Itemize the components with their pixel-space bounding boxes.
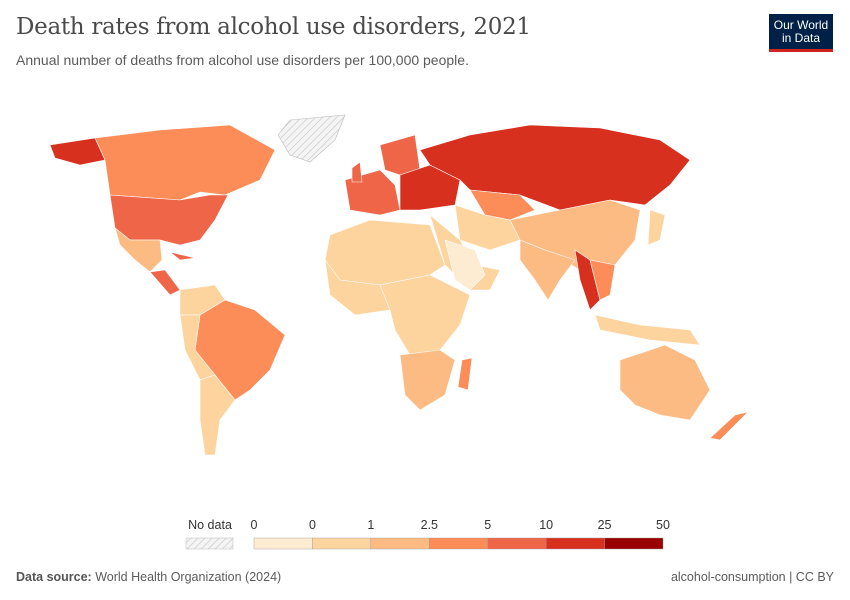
world-map [49, 114, 749, 456]
footer-source: Data source: World Health Organization (… [16, 570, 281, 584]
country-india[interactable] [519, 239, 576, 301]
country-southeast-asia[interactable] [589, 259, 616, 301]
legend-tick-label: 5 [484, 518, 492, 532]
country-kazakhstan[interactable] [469, 189, 536, 221]
country-greenland[interactable] [277, 114, 346, 163]
legend-tick-label: 0 [308, 518, 316, 532]
legend-tick-label: 0 [250, 518, 258, 532]
chart-subtitle: Annual number of deaths from alcohol use… [16, 52, 469, 68]
legend-no-data-label: No data [188, 518, 232, 532]
country-mexico[interactable] [114, 227, 163, 273]
legend-tick-label: 50 [656, 518, 670, 532]
country-russia[interactable] [419, 124, 691, 211]
country-japan[interactable] [647, 209, 666, 246]
country-southern-africa[interactable] [399, 349, 456, 411]
country-madagascar[interactable] [457, 357, 473, 391]
country-canada[interactable] [94, 124, 276, 201]
country-scandinavia[interactable] [379, 134, 421, 176]
chart-title: Death rates from alcohol use disorders, … [16, 14, 531, 40]
country-usa[interactable] [109, 194, 229, 246]
legend-bin[interactable] [253, 537, 313, 550]
legend-tick-label: 2.5 [420, 518, 438, 532]
legend-bin[interactable] [312, 537, 372, 550]
country-cuba[interactable] [169, 251, 196, 261]
footer-slug[interactable]: alcohol-consumption | CC BY [670, 570, 834, 584]
country-argentina-chile[interactable] [199, 374, 236, 456]
source-label: Data source: [16, 570, 92, 584]
legend-bin[interactable] [487, 537, 547, 550]
country-uk[interactable] [351, 161, 363, 183]
legend-bin[interactable] [429, 537, 488, 550]
country-new-zealand[interactable] [709, 411, 749, 441]
country-central-east-africa[interactable] [379, 274, 471, 356]
legend-tick-label: 10 [539, 518, 554, 532]
source-text[interactable]: World Health Organization (2024) [95, 570, 282, 584]
country-central-america[interactable] [149, 269, 181, 296]
country-saudi-arabia[interactable] [444, 239, 486, 291]
legend-no-data-swatch [185, 537, 234, 550]
country-alaska[interactable] [49, 137, 106, 166]
legend-bin[interactable] [545, 537, 605, 550]
country-myanmar-sea[interactable] [574, 249, 601, 311]
legend-bin[interactable] [370, 537, 430, 550]
legend-tick-label: 25 [597, 518, 612, 532]
country-indonesia[interactable] [594, 314, 701, 346]
country-north-africa[interactable] [324, 219, 446, 286]
owid-logo[interactable]: Our World in Data [769, 14, 833, 52]
legend-bin[interactable] [604, 537, 664, 550]
legend-tick-label: 1 [367, 518, 375, 532]
country-australia[interactable] [619, 344, 711, 421]
